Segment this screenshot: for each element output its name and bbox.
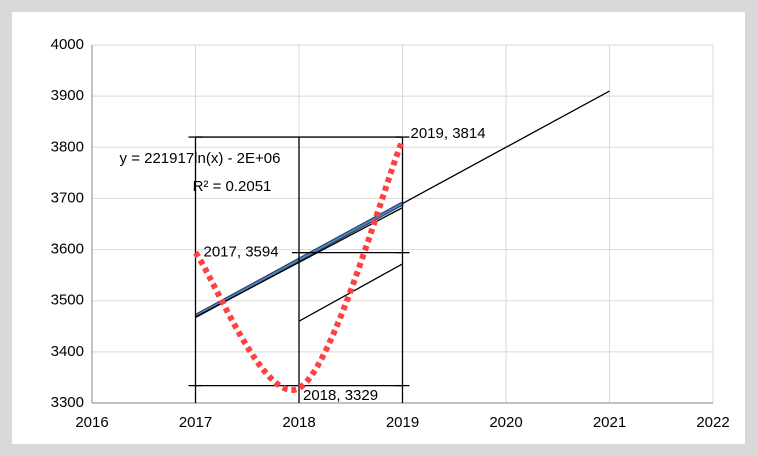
y-tick-label: 3300	[51, 394, 84, 411]
x-tick-label: 2018	[282, 414, 315, 431]
x-tick-label: 2019	[386, 414, 419, 431]
x-tick-label: 2016	[75, 414, 108, 431]
x-tick-label: 2021	[593, 414, 626, 431]
y-tick-label: 3800	[51, 138, 84, 155]
x-tick-label: 2022	[696, 414, 729, 431]
series-line	[193, 138, 406, 393]
y-tick-label: 3700	[51, 189, 84, 206]
y-tick-label: 3500	[51, 292, 84, 309]
x-tick-label: 2020	[489, 414, 522, 431]
trendline-r2: R² = 0.2051	[193, 178, 272, 195]
x-tick-label: 2017	[179, 414, 212, 431]
chart-area	[12, 12, 745, 444]
data-label: 2017, 3594	[204, 244, 279, 261]
y-tick-label: 4000	[51, 36, 84, 53]
y-tick-label: 3600	[51, 241, 84, 258]
y-tick-label: 3400	[51, 343, 84, 360]
data-label: 2018, 3329	[303, 387, 378, 404]
y-tick-label: 3900	[51, 87, 84, 104]
data-label: 2019, 3814	[411, 125, 486, 142]
trendline-equation: y = 221917ln(x) - 2E+06	[120, 150, 281, 167]
